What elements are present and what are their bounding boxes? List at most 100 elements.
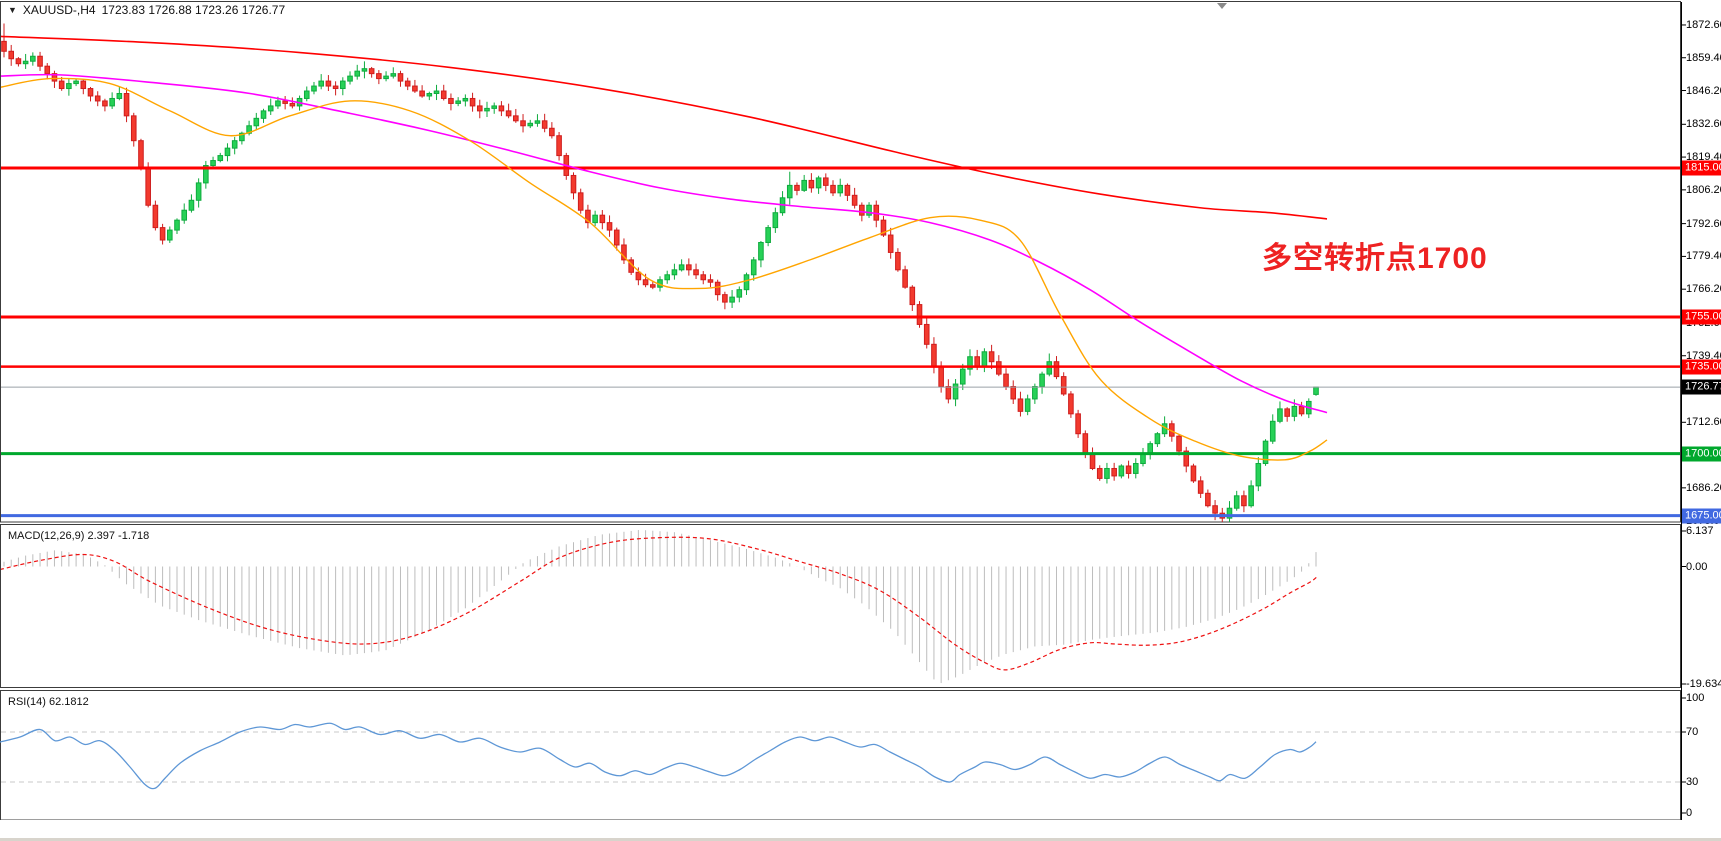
symbol-timeframe-label: XAUUSD-,H4 — [22, 3, 96, 17]
symbol-dropdown-icon[interactable]: ▼ — [8, 5, 17, 15]
price-axis-tick: 1766.20 — [1686, 283, 1721, 296]
candle — [513, 115, 519, 122]
candle — [1248, 485, 1254, 507]
candle — [707, 279, 714, 283]
candle — [1190, 465, 1197, 482]
rsi-pane[interactable] — [0, 690, 1681, 821]
candle — [469, 97, 476, 107]
macd-axis-tick: -19.634 — [1686, 678, 1721, 690]
candle — [267, 105, 274, 112]
candle — [505, 110, 512, 117]
candle — [686, 264, 692, 271]
candle — [174, 219, 180, 231]
candle — [750, 259, 757, 276]
candle — [1233, 495, 1240, 509]
candle — [592, 214, 598, 224]
candle — [1154, 433, 1161, 445]
rsi-axis-tick: 70 — [1686, 726, 1699, 738]
candle — [94, 95, 101, 102]
candle — [758, 241, 764, 261]
candle — [880, 219, 887, 236]
candle — [498, 105, 505, 112]
macd-axis-tick: 0.00 — [1686, 560, 1708, 573]
candle — [808, 179, 815, 189]
chart-title: ▼ XAUUSD-,H4 1723.83 1726.88 1723.26 172… — [8, 3, 285, 17]
price-axis-tick: 1739.40 — [1686, 349, 1721, 362]
candle — [967, 356, 973, 370]
candle — [80, 80, 87, 90]
candle — [123, 93, 130, 117]
candle — [830, 184, 836, 194]
candle — [1183, 450, 1190, 467]
candle — [556, 135, 562, 157]
price-axis-tick: 1872.60 — [1686, 18, 1721, 31]
candle — [37, 55, 43, 67]
rsi-plot[interactable] — [0, 722, 1680, 790]
candle — [87, 88, 94, 97]
candle — [859, 204, 865, 216]
candle — [1176, 435, 1182, 452]
candle — [693, 269, 699, 276]
candle — [130, 115, 137, 142]
candle — [902, 269, 908, 288]
price-pane[interactable] — [0, 1, 1681, 523]
window-bottom-edge — [0, 838, 1721, 841]
candle — [275, 100, 281, 107]
candle — [419, 90, 425, 97]
candle — [167, 229, 173, 241]
candle — [729, 296, 735, 303]
candle — [959, 368, 966, 385]
candle — [73, 80, 79, 85]
candle — [455, 100, 461, 104]
candle — [988, 351, 995, 363]
candle — [433, 90, 440, 95]
rsi-indicator-label: RSI(14) 62.1812 — [8, 696, 89, 708]
candle — [1039, 373, 1045, 388]
macd-plot[interactable] — [0, 530, 1318, 684]
candlestick-plot[interactable] — [0, 23, 1681, 522]
time-axis[interactable]: 1 Feb 20212 Feb 12:003 Feb 20:005 Feb 04… — [0, 820, 1721, 838]
price-axis-tick: 1779.40 — [1686, 250, 1721, 263]
candle — [484, 107, 490, 112]
level-price-label: 1755.00 — [1682, 309, 1721, 325]
candle — [520, 120, 526, 127]
candle — [1241, 495, 1247, 507]
candle — [671, 269, 678, 276]
candle — [1111, 467, 1117, 477]
candle — [116, 93, 123, 99]
candle — [181, 209, 188, 221]
candle — [1212, 505, 1218, 514]
macd-pane[interactable] — [0, 524, 1681, 688]
price-axis-tick: 1712.60 — [1686, 416, 1721, 429]
candle — [1082, 433, 1089, 455]
candle — [700, 274, 707, 281]
candle — [332, 85, 339, 90]
candle — [145, 167, 151, 206]
level-price-label: 1815.00 — [1682, 160, 1721, 176]
candle — [1205, 492, 1211, 507]
candle — [383, 75, 389, 80]
candle — [794, 184, 800, 191]
candle — [743, 274, 750, 291]
candle — [8, 50, 15, 60]
candle — [289, 102, 296, 107]
candle — [823, 177, 829, 186]
candle — [815, 177, 822, 189]
candle — [203, 165, 209, 184]
candle — [938, 366, 944, 388]
candle — [476, 105, 483, 112]
ohlc-quote-label: 1723.83 1726.88 1723.26 1726.77 — [101, 3, 286, 17]
candle — [1313, 386, 1319, 395]
candle — [1032, 386, 1038, 400]
candle — [239, 132, 245, 142]
chart-text-annotation[interactable]: 多空转折点1700 — [1262, 242, 1488, 275]
rsi-axis-tick: 30 — [1686, 776, 1699, 788]
candle — [678, 264, 685, 271]
candle — [426, 93, 433, 97]
candle — [253, 117, 260, 127]
candle — [1125, 465, 1132, 474]
macd-signal-line — [1, 536, 1318, 671]
candle — [311, 85, 317, 92]
candle — [635, 271, 642, 281]
